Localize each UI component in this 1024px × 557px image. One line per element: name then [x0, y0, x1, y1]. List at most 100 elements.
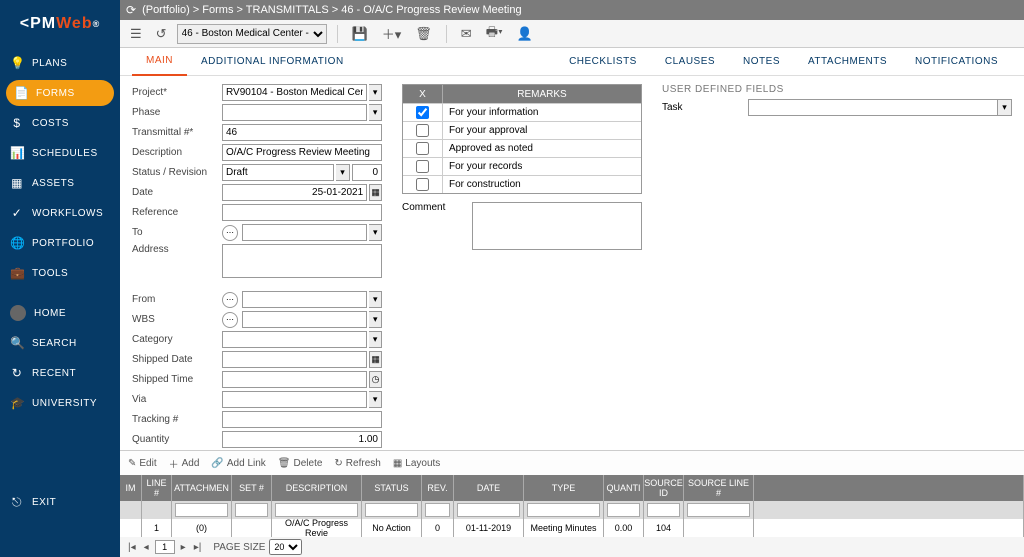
sidebar-item-forms[interactable]: 📄FORMS	[6, 80, 114, 106]
pager-size[interactable]: 20	[269, 539, 302, 555]
sidebar-item-search[interactable]: 🔍SEARCH	[0, 328, 120, 358]
from-ellipsis[interactable]: ⋯	[222, 292, 238, 308]
remarks-checkbox[interactable]	[416, 106, 429, 119]
grid-filter-input[interactable]	[647, 503, 680, 517]
grid-header[interactable]: SOURCE ID	[644, 475, 684, 501]
to-input[interactable]	[242, 224, 367, 241]
description-input[interactable]	[222, 144, 382, 161]
from-dd[interactable]: ▾	[369, 291, 382, 308]
grid-addlink-button[interactable]: 🔗 Add Link	[211, 458, 265, 469]
sidebar-item-plans[interactable]: 💡PLANS	[0, 48, 120, 78]
wbs-ellipsis[interactable]: ⋯	[222, 312, 238, 328]
reference-input[interactable]	[222, 204, 382, 221]
remarks-checkbox[interactable]	[416, 142, 429, 155]
add-icon[interactable]: ＋▾	[378, 24, 406, 43]
phase-input[interactable]	[222, 104, 367, 121]
save-icon[interactable]: 💾	[348, 26, 372, 42]
phase-dd[interactable]: ▾	[369, 104, 382, 121]
category-dd[interactable]: ▾	[369, 331, 382, 348]
grid-header[interactable]: TYPE	[524, 475, 604, 501]
grid-header[interactable]: DATE	[454, 475, 524, 501]
sidebar-item-recent[interactable]: ↻RECENT	[0, 358, 120, 388]
grid-filter-input[interactable]	[607, 503, 640, 517]
remarks-checkbox[interactable]	[416, 160, 429, 173]
grid-layouts-button[interactable]: ▦ Layouts	[393, 458, 440, 469]
tracking-input[interactable]	[222, 411, 382, 428]
grid-filter-input[interactable]	[275, 503, 358, 517]
revision-input[interactable]	[352, 164, 382, 181]
mail-icon[interactable]: ✉	[457, 26, 476, 42]
grid-delete-button[interactable]: 🗑 Delete	[278, 458, 323, 469]
sidebar-item-costs[interactable]: $COSTS	[0, 108, 120, 138]
wbs-input[interactable]	[242, 311, 367, 328]
address-input[interactable]	[222, 244, 382, 278]
pager-next[interactable]: ▸	[179, 542, 188, 553]
wbs-dd[interactable]: ▾	[369, 311, 382, 328]
print-icon[interactable]: 🖶▾	[482, 23, 507, 45]
grid-edit-button[interactable]: ✎ Edit	[128, 458, 157, 469]
grid-filter-input[interactable]	[175, 503, 228, 517]
table-row[interactable]: 1(0)O/A/C Progress RevieNo Action001-11-…	[120, 519, 1024, 537]
tab-attachments[interactable]: ATTACHMENTS	[794, 48, 901, 76]
sidebar-item-university[interactable]: 🎓UNIVERSITY	[0, 388, 120, 418]
grid-filter-input[interactable]	[457, 503, 520, 517]
pager-page[interactable]	[155, 540, 175, 554]
to-ellipsis[interactable]: ⋯	[222, 225, 238, 241]
sidebar-item-exit[interactable]: ⎋ EXIT	[0, 487, 120, 517]
grid-refresh-button[interactable]: ↻ Refresh	[334, 458, 380, 469]
pager-first[interactable]: |◂	[126, 542, 138, 553]
transmittal-input[interactable]	[222, 124, 382, 141]
grid-header[interactable]: REV.	[422, 475, 454, 501]
grid-filter-input[interactable]	[687, 503, 750, 517]
shiptime-input[interactable]	[222, 371, 367, 388]
qty-input[interactable]	[222, 431, 382, 448]
date-input[interactable]	[222, 184, 367, 201]
user-icon[interactable]: 👤	[513, 26, 537, 42]
sidebar-item-workflows[interactable]: ✓WORKFLOWS	[0, 198, 120, 228]
tab-notifications[interactable]: NOTIFICATIONS	[901, 48, 1012, 76]
grid-header[interactable]: STATUS	[362, 475, 422, 501]
grid-filter-input[interactable]	[235, 503, 268, 517]
tab-additional-information[interactable]: ADDITIONAL INFORMATION	[187, 48, 358, 76]
reload-icon[interactable]: ⟳	[126, 3, 136, 17]
sidebar-item-portfolio[interactable]: 🌐PORTFOLIO	[0, 228, 120, 258]
via-dd[interactable]: ▾	[369, 391, 382, 408]
list-icon[interactable]: ☰	[126, 26, 146, 42]
sidebar-item-schedules[interactable]: 📊SCHEDULES	[0, 138, 120, 168]
udf-task-dd[interactable]: ▾	[998, 99, 1012, 116]
grid-header[interactable]: SET #	[232, 475, 272, 501]
grid-header[interactable]: DESCRIPTION	[272, 475, 362, 501]
status-input[interactable]	[222, 164, 334, 181]
category-input[interactable]	[222, 331, 367, 348]
tab-clauses[interactable]: CLAUSES	[651, 48, 729, 76]
grid-filter-input[interactable]	[365, 503, 418, 517]
project-dd[interactable]: ▾	[369, 84, 382, 101]
shipdate-input[interactable]	[222, 351, 367, 368]
shiptime-clock-icon[interactable]: ◷	[369, 371, 382, 388]
pager-prev[interactable]: ◂	[142, 542, 151, 553]
tab-notes[interactable]: NOTES	[729, 48, 794, 76]
delete-icon[interactable]: 🗑	[411, 26, 436, 42]
grid-header[interactable]: QUANTI	[604, 475, 644, 501]
project-input[interactable]	[222, 84, 367, 101]
grid-add-button[interactable]: ＋ Add	[169, 456, 200, 471]
tab-checklists[interactable]: CHECKLISTS	[555, 48, 651, 76]
date-cal-icon[interactable]: ▦	[369, 184, 382, 201]
grid-filter-input[interactable]	[527, 503, 600, 517]
to-dd[interactable]: ▾	[369, 224, 382, 241]
from-input[interactable]	[242, 291, 367, 308]
via-input[interactable]	[222, 391, 367, 408]
remarks-checkbox[interactable]	[416, 124, 429, 137]
grid-filter-input[interactable]	[425, 503, 450, 517]
grid-header[interactable]: SOURCE LINE #	[684, 475, 754, 501]
grid-header[interactable]: ATTACHMEN	[172, 475, 232, 501]
remarks-checkbox[interactable]	[416, 178, 429, 191]
sidebar-item-home[interactable]: HOME	[0, 298, 120, 328]
status-dd[interactable]: ▾	[336, 164, 350, 181]
sidebar-item-tools[interactable]: 💼TOOLS	[0, 258, 120, 288]
shipdate-cal-icon[interactable]: ▦	[369, 351, 382, 368]
tab-main[interactable]: MAIN	[132, 48, 187, 76]
grid-header[interactable]: LINE #	[142, 475, 172, 501]
udf-task-input[interactable]	[748, 99, 998, 116]
history-icon[interactable]: ↺	[152, 26, 171, 42]
